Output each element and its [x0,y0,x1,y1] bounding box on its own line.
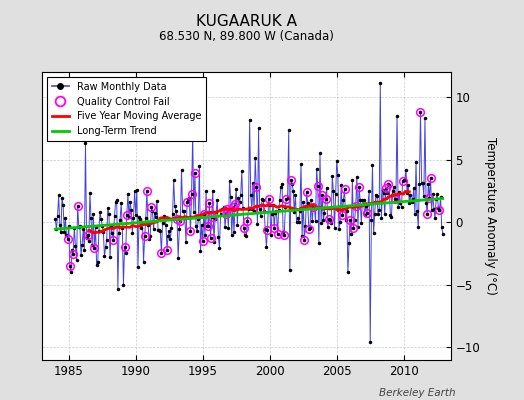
Legend: Raw Monthly Data, Quality Control Fail, Five Year Moving Average, Long-Term Tren: Raw Monthly Data, Quality Control Fail, … [47,77,206,141]
Y-axis label: Temperature Anomaly (°C): Temperature Anomaly (°C) [484,137,497,295]
Text: KUGAARUK A: KUGAARUK A [196,14,297,29]
Text: 68.530 N, 89.800 W (Canada): 68.530 N, 89.800 W (Canada) [159,30,334,43]
Text: Berkeley Earth: Berkeley Earth [379,388,456,398]
